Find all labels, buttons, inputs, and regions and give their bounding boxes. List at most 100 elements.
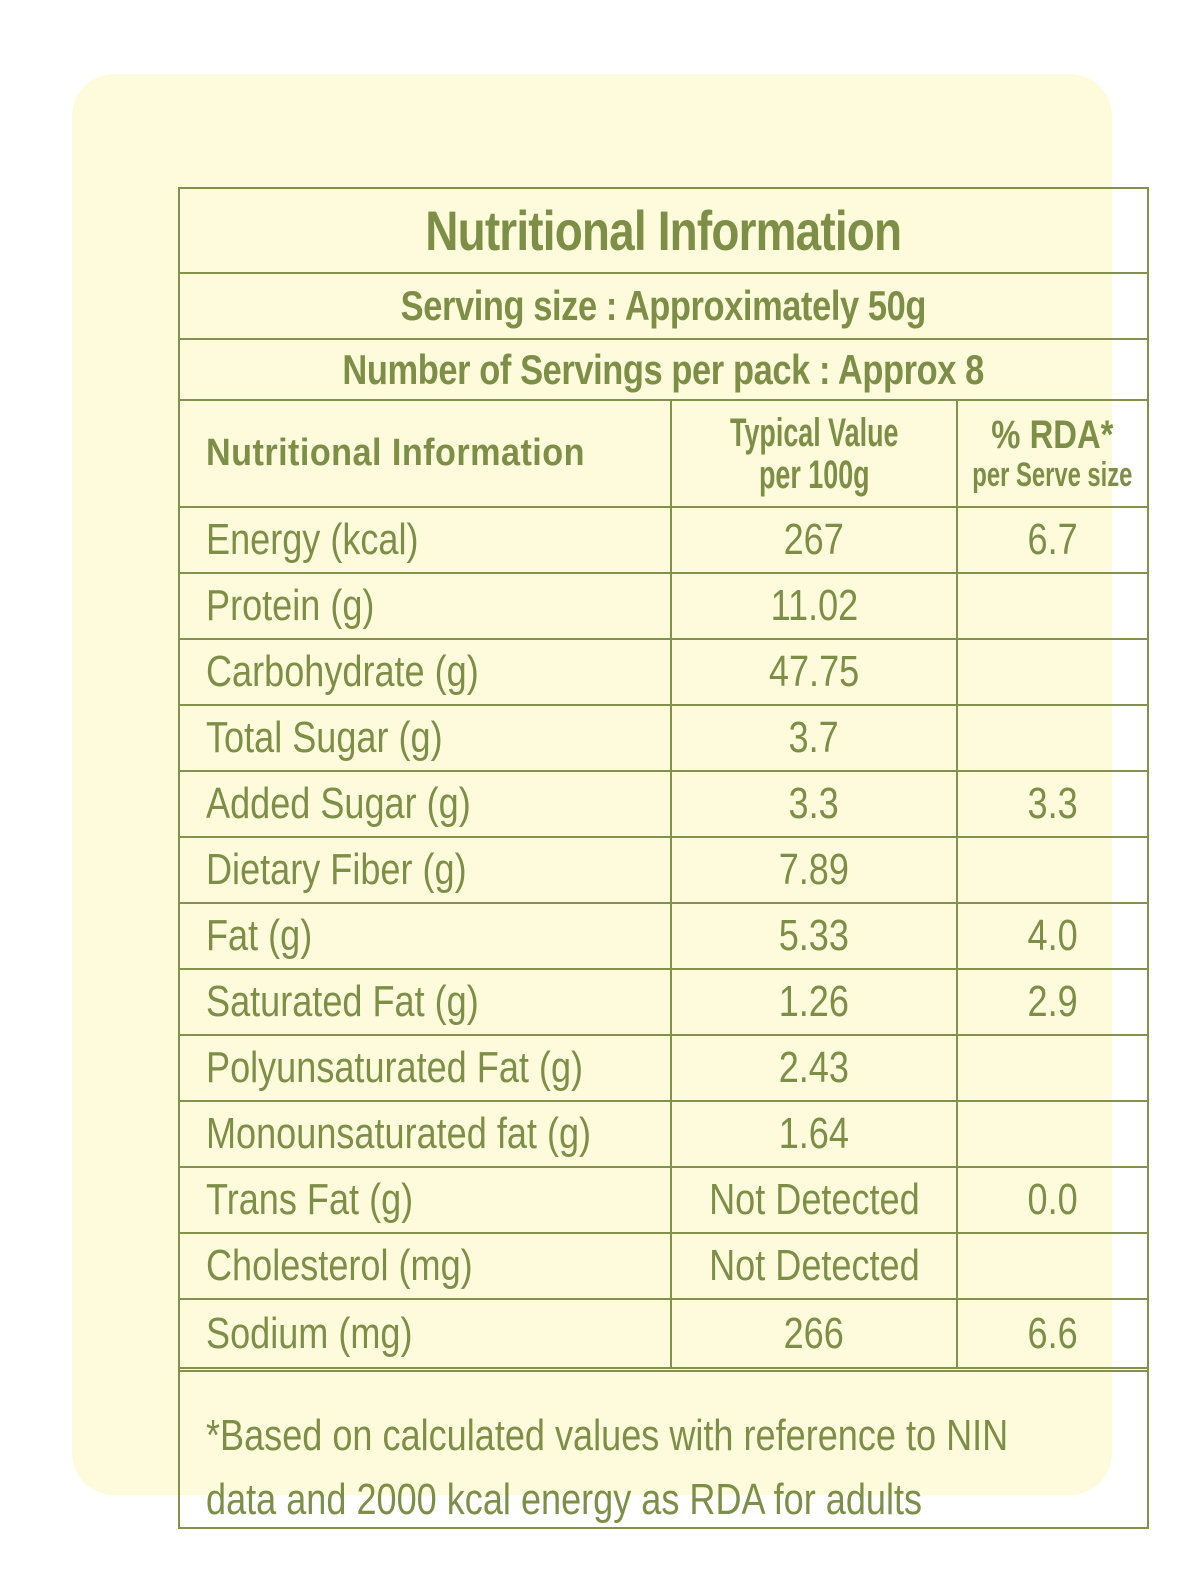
header-rda-line1: % RDA* — [991, 412, 1114, 457]
servings-per-pack-text: Number of Servings per pack : Approx 8 — [342, 345, 985, 393]
nutrient-name: Energy (kcal) — [206, 515, 419, 564]
per-100g-cell: 47.75 — [670, 640, 956, 704]
nutrient-name: Sodium (mg) — [206, 1308, 413, 1358]
nutrient-name: Added Sugar (g) — [206, 779, 471, 828]
table-title: Nutritional Information — [180, 189, 1147, 274]
per-100g-cell: 3.3 — [670, 772, 956, 836]
rda-cell — [956, 640, 1147, 704]
nutrient-name: Polyunsaturated Fat (g) — [206, 1043, 584, 1092]
nutrition-table: Nutritional Information Serving size : A… — [178, 187, 1149, 1529]
rda-value: 0.0 — [1027, 1175, 1078, 1224]
rda-cell — [956, 1234, 1147, 1298]
serving-size-text: Serving size : Approximately 50g — [400, 282, 927, 329]
header-rda-label: % RDA* per Serve size — [938, 414, 1167, 494]
rda-cell: 6.6 — [956, 1300, 1147, 1367]
nutrient-name: Carbohydrate (g) — [206, 647, 479, 696]
header-rda-line2: per Serve size — [972, 455, 1133, 494]
rda-value: 4.0 — [1027, 911, 1078, 960]
nutrient-cell: Carbohydrate (g) — [180, 640, 670, 704]
table-row: Sodium (mg) 266 6.6 — [180, 1300, 1147, 1372]
table-row: Total Sugar (g) 3.7 — [180, 706, 1147, 772]
nutrient-cell: Dietary Fiber (g) — [180, 838, 670, 902]
nutrient-cell: Total Sugar (g) — [180, 706, 670, 770]
rda-cell: 3.3 — [956, 772, 1147, 836]
nutrient-cell: Energy (kcal) — [180, 508, 670, 572]
nutrient-cell: Monounsaturated fat (g) — [180, 1102, 670, 1166]
rda-cell: 0.0 — [956, 1168, 1147, 1232]
per-100g-cell: Not Detected — [670, 1234, 956, 1298]
header-rda: % RDA* per Serve size — [956, 401, 1147, 506]
nutrient-name: Cholesterol (mg) — [206, 1241, 473, 1290]
rda-value: 6.7 — [1027, 515, 1078, 564]
table-row: Polyunsaturated Fat (g) 2.43 — [180, 1036, 1147, 1102]
per-100g-value: 3.7 — [788, 713, 840, 762]
per-100g-cell: 5.33 — [670, 904, 956, 968]
rda-cell: 6.7 — [956, 508, 1147, 572]
per-100g-value: Not Detected — [708, 1175, 920, 1224]
per-100g-value: 3.3 — [788, 779, 840, 828]
nutrient-cell: Cholesterol (mg) — [180, 1234, 670, 1298]
per-100g-cell: 267 — [670, 508, 956, 572]
header-typical-value-label: Typical Value per 100g — [711, 412, 916, 496]
nutrient-cell: Polyunsaturated Fat (g) — [180, 1036, 670, 1100]
rda-value: 3.3 — [1027, 779, 1078, 828]
per-100g-cell: 1.64 — [670, 1102, 956, 1166]
per-100g-value: Not Detected — [708, 1241, 920, 1290]
per-100g-value: 267 — [783, 515, 845, 564]
per-100g-value: 2.43 — [778, 1043, 850, 1092]
per-100g-cell: 11.02 — [670, 574, 956, 638]
nutrient-cell: Saturated Fat (g) — [180, 970, 670, 1034]
footnote: *Based on calculated values with referen… — [180, 1390, 1147, 1527]
header-typical-line2: per 100g — [758, 452, 870, 497]
per-100g-cell: 7.89 — [670, 838, 956, 902]
table-row: Cholesterol (mg) Not Detected — [180, 1234, 1147, 1300]
header-typical-value: Typical Value per 100g — [670, 401, 956, 506]
table-row: Monounsaturated fat (g) 1.64 — [180, 1102, 1147, 1168]
nutrient-name: Dietary Fiber (g) — [206, 845, 467, 894]
rda-cell — [956, 1036, 1147, 1100]
servings-per-pack-row: Number of Servings per pack : Approx 8 — [180, 340, 1147, 401]
nutrient-name: Total Sugar (g) — [206, 713, 443, 762]
table-row: Fat (g) 5.33 4.0 — [180, 904, 1147, 970]
nutrient-cell: Fat (g) — [180, 904, 670, 968]
rda-cell — [956, 574, 1147, 638]
nutrient-name: Protein (g) — [206, 581, 375, 630]
footnote-line1: *Based on calculated values with referen… — [206, 1411, 1009, 1460]
title-text: Nutritional Information — [425, 199, 902, 262]
rda-value: 2.9 — [1027, 977, 1078, 1026]
per-100g-cell: 3.7 — [670, 706, 956, 770]
nutrient-cell: Trans Fat (g) — [180, 1168, 670, 1232]
table-row: Added Sugar (g) 3.3 3.3 — [180, 772, 1147, 838]
rda-value: 6.6 — [1027, 1308, 1078, 1358]
per-100g-cell: 2.43 — [670, 1036, 956, 1100]
per-100g-value: 5.33 — [778, 911, 850, 960]
per-100g-value: 47.75 — [768, 647, 860, 696]
per-100g-value: 1.64 — [778, 1109, 850, 1158]
nutrient-cell: Protein (g) — [180, 574, 670, 638]
per-100g-cell: Not Detected — [670, 1168, 956, 1232]
header-nutrient-label: Nutritional Information — [206, 432, 585, 474]
table-row: Dietary Fiber (g) 7.89 — [180, 838, 1147, 904]
rda-cell — [956, 1102, 1147, 1166]
label-card: Nutritional Information Serving size : A… — [72, 74, 1149, 1529]
nutrient-cell: Sodium (mg) — [180, 1300, 670, 1367]
per-100g-cell: 1.26 — [670, 970, 956, 1034]
per-100g-value: 7.89 — [778, 845, 850, 894]
table-row: Energy (kcal) 267 6.7 — [180, 508, 1147, 574]
rda-cell — [956, 838, 1147, 902]
nutrient-name: Monounsaturated fat (g) — [206, 1109, 592, 1158]
footnote-line2: data and 2000 kcal energy as RDA for adu… — [206, 1475, 923, 1524]
serving-size-row: Serving size : Approximately 50g — [180, 274, 1147, 340]
column-header-row: Nutritional Information Typical Value per… — [180, 401, 1147, 508]
nutrient-name: Saturated Fat (g) — [206, 977, 479, 1026]
table-row: Saturated Fat (g) 1.26 2.9 — [180, 970, 1147, 1036]
per-100g-cell: 266 — [670, 1300, 956, 1367]
nutrient-cell: Added Sugar (g) — [180, 772, 670, 836]
per-100g-value: 1.26 — [778, 977, 850, 1026]
per-100g-value: 11.02 — [770, 581, 858, 630]
table-row: Carbohydrate (g) 47.75 — [180, 640, 1147, 706]
table-row: Protein (g) 11.02 — [180, 574, 1147, 640]
nutrient-name: Trans Fat (g) — [206, 1175, 414, 1224]
rda-cell — [956, 706, 1147, 770]
nutrient-name: Fat (g) — [206, 911, 313, 960]
